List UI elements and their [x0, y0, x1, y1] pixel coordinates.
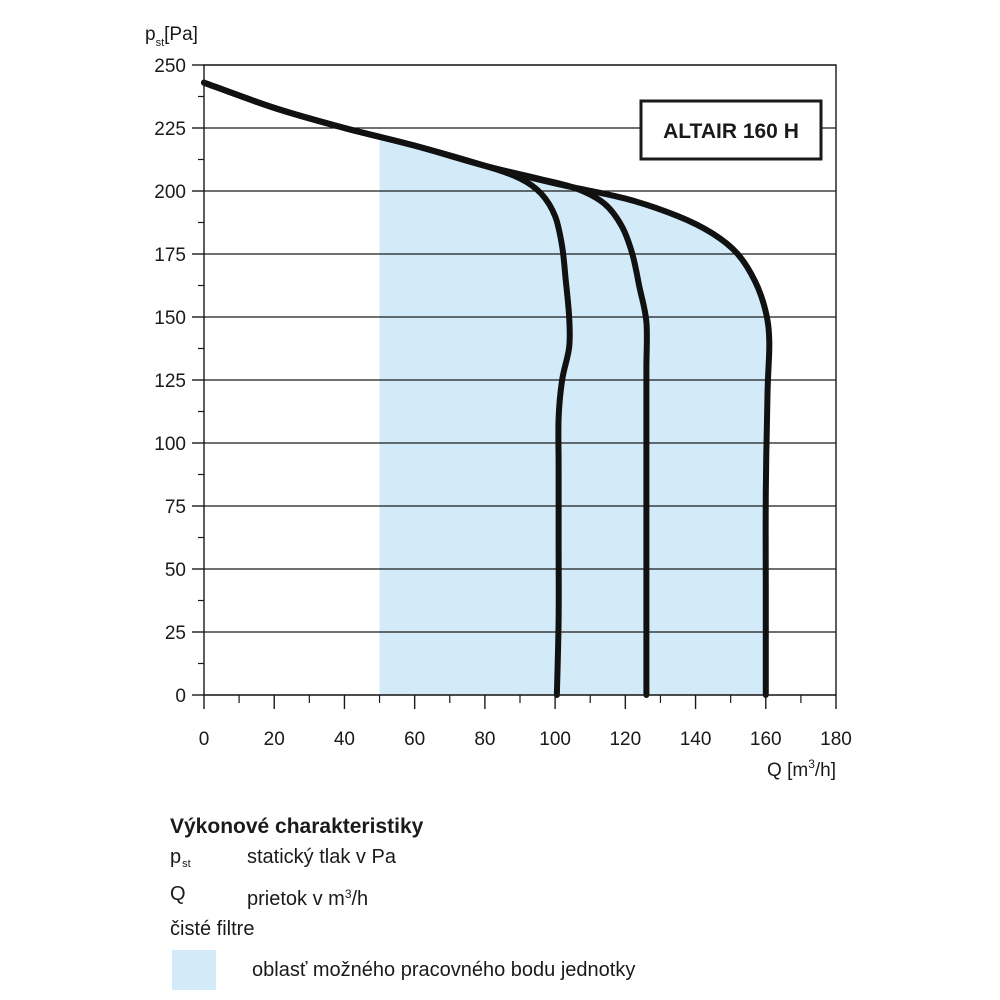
y-tick-label-200: 200 — [154, 182, 186, 203]
x-tick-label-140: 140 — [680, 729, 712, 750]
legend-desc-q: prietok v m3/h — [247, 887, 369, 910]
series-curve-3 — [201, 79, 773, 698]
y-tick-label-175: 175 — [154, 245, 186, 266]
y-tick-label-125: 125 — [154, 371, 186, 392]
legend: Výkonové charakteristiky pst statický tl… — [170, 812, 423, 944]
legend-note: čisté filtre — [170, 918, 255, 940]
x-tick-label-60: 60 — [404, 729, 425, 750]
chart-title: ALTAIR 160 H — [663, 120, 799, 143]
x-tick-label-120: 120 — [609, 729, 641, 750]
legend-swatch-row: oblasť možného pracovného bodu jednotky — [172, 950, 635, 990]
x-tick-label-180: 180 — [820, 729, 852, 750]
legend-row-pst: pst statický tlak v Pa — [170, 842, 423, 879]
x-tick-label-80: 80 — [474, 729, 495, 750]
x-tick-label-40: 40 — [334, 729, 355, 750]
y-tick-label-150: 150 — [154, 308, 186, 329]
legend-swatch-label: oblasť možného pracovného bodu jednotky — [252, 958, 636, 981]
x-tick-label-20: 20 — [264, 729, 285, 750]
x-axis-label: Q [m3/h] — [767, 757, 836, 781]
y-tick-label-250: 250 — [154, 56, 186, 77]
shaded-operating-region — [379, 138, 770, 695]
y-tick-label-0: 0 — [175, 686, 186, 707]
x-tick-label-160: 160 — [750, 729, 782, 750]
fan-curves — [201, 79, 773, 698]
legend-swatch — [172, 950, 216, 990]
performance-chart: 0 20 40 60 80 100 120 140 160 180 0 25 50 75 100 125 15… — [145, 24, 852, 781]
y-tick-label-75: 75 — [165, 497, 186, 518]
y-axis-label: pst[Pa] — [145, 24, 198, 49]
x-tick-label-100: 100 — [539, 729, 571, 750]
y-tick-label-25: 25 — [165, 623, 186, 644]
x-tick-label-0: 0 — [199, 729, 210, 750]
chart-title-box: ALTAIR 160 H — [639, 99, 823, 161]
y-tick-label-225: 225 — [154, 119, 186, 140]
legend-row-q: Q prietok v m3/h — [170, 879, 423, 914]
legend-symbol-p: pst — [170, 846, 191, 870]
legend-desc-pst: statický tlak v Pa — [247, 846, 396, 868]
x-axis: 0 20 40 60 80 100 120 140 160 180 — [199, 695, 852, 750]
y-tick-label-50: 50 — [165, 560, 186, 581]
legend-title: Výkonové charakteristiky — [170, 815, 424, 838]
y-tick-label-100: 100 — [154, 434, 186, 455]
y-axis: 0 25 50 75 100 125 150 175 200 225 250 — [154, 56, 204, 707]
legend-symbol-q: Q — [170, 883, 186, 905]
